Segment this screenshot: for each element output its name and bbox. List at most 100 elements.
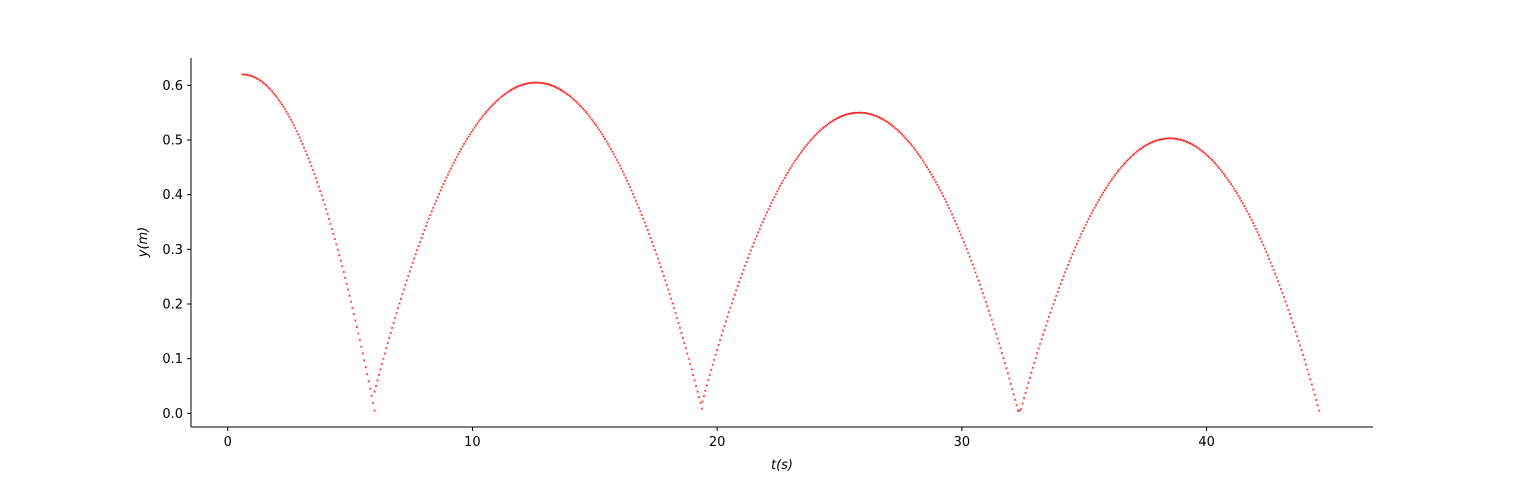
data-point bbox=[351, 306, 354, 309]
data-point bbox=[548, 83, 551, 86]
data-point bbox=[1050, 307, 1054, 310]
data-point bbox=[1122, 163, 1125, 166]
data-point bbox=[486, 109, 489, 112]
data-point bbox=[627, 182, 630, 186]
data-point bbox=[726, 315, 729, 318]
data-point bbox=[748, 253, 751, 256]
data-point bbox=[992, 323, 995, 326]
data-point bbox=[1222, 172, 1225, 175]
data-point bbox=[468, 133, 472, 136]
data-point bbox=[405, 279, 408, 282]
data-point bbox=[1053, 298, 1056, 302]
data-point bbox=[667, 288, 670, 291]
data-point bbox=[1298, 344, 1302, 347]
data-point bbox=[386, 341, 389, 345]
data-point bbox=[792, 162, 795, 165]
data-point bbox=[802, 147, 805, 150]
data-point bbox=[1238, 197, 1241, 200]
data-point bbox=[558, 88, 561, 91]
data-point bbox=[1108, 182, 1111, 185]
data-point bbox=[1080, 233, 1083, 236]
data-point bbox=[727, 311, 731, 314]
data-point bbox=[307, 157, 310, 160]
data-point bbox=[285, 110, 288, 113]
data-point bbox=[1218, 167, 1221, 170]
data-point bbox=[354, 319, 357, 322]
data-point bbox=[1087, 217, 1090, 221]
data-point bbox=[508, 89, 511, 92]
data-point bbox=[467, 135, 470, 138]
data-point bbox=[1269, 261, 1272, 264]
data-point bbox=[1178, 138, 1181, 141]
data-point bbox=[1105, 186, 1108, 189]
data-point bbox=[649, 236, 652, 240]
data-point bbox=[1196, 146, 1199, 149]
data-point bbox=[777, 187, 780, 190]
data-point bbox=[339, 259, 342, 262]
data-point bbox=[1244, 207, 1247, 210]
data-point bbox=[323, 203, 326, 206]
data-point bbox=[1275, 276, 1278, 279]
data-point bbox=[1235, 192, 1239, 195]
data-point bbox=[927, 168, 930, 171]
data-point bbox=[1052, 303, 1055, 306]
data-point bbox=[1027, 381, 1030, 384]
data-point bbox=[917, 152, 920, 156]
data-point bbox=[417, 244, 420, 248]
data-point bbox=[615, 158, 618, 161]
data-point bbox=[661, 270, 664, 273]
data-point bbox=[940, 192, 943, 195]
data-point bbox=[427, 217, 430, 220]
data-point bbox=[358, 338, 361, 342]
data-point bbox=[1182, 139, 1186, 142]
data-point bbox=[780, 181, 783, 185]
x-tick-label: 0 bbox=[224, 435, 232, 450]
data-point bbox=[253, 75, 256, 79]
data-point bbox=[879, 116, 882, 119]
data-point bbox=[589, 116, 592, 119]
data-point bbox=[636, 203, 639, 206]
data-point bbox=[989, 314, 992, 317]
data-point bbox=[795, 157, 798, 160]
data-point bbox=[796, 155, 800, 158]
data-point bbox=[999, 347, 1002, 350]
data-point bbox=[724, 320, 728, 323]
data-point bbox=[834, 117, 838, 121]
data-point bbox=[680, 331, 683, 334]
data-point bbox=[718, 339, 722, 342]
data-point bbox=[1279, 288, 1283, 291]
data-point bbox=[457, 153, 460, 156]
data-point bbox=[1099, 196, 1102, 199]
data-point bbox=[689, 363, 692, 366]
data-point bbox=[876, 115, 879, 118]
data-point bbox=[391, 326, 394, 329]
data-point bbox=[1271, 265, 1274, 268]
data-point bbox=[967, 251, 970, 255]
data-point bbox=[846, 113, 849, 116]
data-point bbox=[942, 195, 945, 198]
data-point bbox=[664, 279, 667, 282]
data-point bbox=[736, 285, 739, 288]
data-point bbox=[254, 76, 257, 79]
data-point bbox=[690, 368, 693, 371]
data-point bbox=[921, 159, 924, 162]
data-point bbox=[608, 145, 611, 148]
data-point bbox=[590, 118, 593, 121]
data-point bbox=[948, 207, 951, 210]
data-point bbox=[790, 164, 794, 167]
data-point bbox=[395, 311, 398, 315]
data-point bbox=[786, 171, 789, 174]
data-point bbox=[297, 133, 300, 136]
data-point bbox=[282, 105, 285, 109]
data-point bbox=[779, 184, 782, 187]
data-point bbox=[374, 384, 378, 388]
data-point bbox=[360, 345, 363, 348]
data-point bbox=[656, 257, 660, 260]
data-point bbox=[874, 114, 877, 118]
data-point bbox=[609, 147, 613, 151]
data-point bbox=[694, 384, 698, 388]
data-point bbox=[761, 221, 764, 224]
data-point bbox=[700, 407, 704, 410]
data-point bbox=[1210, 158, 1214, 162]
data-point bbox=[1118, 168, 1121, 171]
